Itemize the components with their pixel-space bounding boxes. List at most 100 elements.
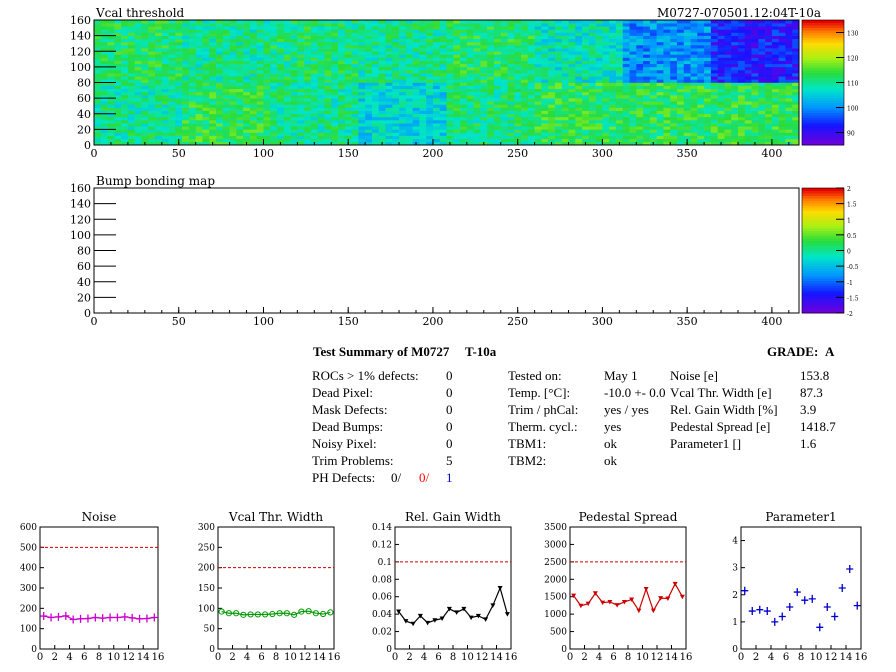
heatmap-cell — [94, 76, 102, 80]
heatmap-cell — [595, 135, 603, 140]
heatmap-cell — [649, 129, 657, 133]
x-tick-label: 400 — [761, 315, 782, 328]
heatmap-cell — [683, 38, 691, 43]
heatmap-cell — [500, 88, 508, 93]
y-tick-label: 20 — [77, 123, 91, 136]
heatmap-cell — [771, 123, 779, 127]
heatmap-cell — [663, 91, 671, 96]
x-tick-label: 12 — [122, 652, 135, 663]
heatmap-cell — [222, 48, 230, 52]
heatmap-cell — [324, 82, 332, 86]
heatmap-cell — [304, 76, 312, 80]
heatmap-cell — [737, 66, 746, 71]
heatmap-cell — [412, 38, 420, 43]
heatmap-cell — [758, 66, 766, 71]
heatmap-cell — [175, 70, 183, 74]
heatmap-cell — [243, 63, 251, 68]
plot-title: Vcal threshold — [95, 6, 185, 20]
heatmap-cell — [209, 91, 217, 96]
heatmap-cell — [229, 129, 237, 133]
heatmap-cell — [473, 51, 481, 55]
heatmap-cell — [778, 51, 786, 55]
heatmap-cell — [127, 79, 135, 83]
heatmap-cell — [493, 60, 502, 65]
heatmap-cell — [676, 41, 685, 46]
heatmap-cell — [541, 116, 549, 121]
heatmap-cell — [405, 38, 413, 43]
heatmap-cell — [344, 60, 352, 65]
heatmap-cell — [724, 101, 732, 105]
heatmap-cell — [338, 95, 346, 99]
heatmap-cell — [317, 66, 325, 71]
heatmap-cell — [561, 41, 569, 46]
heatmap-cell — [765, 110, 773, 115]
heatmap-cell — [256, 45, 264, 49]
data-point — [396, 609, 402, 615]
heatmap-cell — [351, 66, 359, 71]
heatmap-cell — [148, 51, 156, 55]
colorbar-swatch — [802, 218, 844, 221]
heatmap-cell — [290, 41, 298, 46]
heatmap-cell — [338, 20, 346, 24]
heatmap-cell — [229, 79, 237, 83]
heatmap-cell — [100, 32, 108, 36]
heatmap-cell — [663, 107, 671, 111]
heatmap-cell — [249, 73, 257, 77]
heatmap-cell — [670, 120, 678, 124]
heatmap-cell — [602, 141, 610, 146]
heatmap-cell — [622, 82, 630, 86]
heatmap-cell — [107, 110, 115, 115]
heatmap-cell — [155, 23, 163, 27]
colorbar-swatch — [802, 248, 844, 251]
heatmap-cell — [175, 76, 183, 80]
heatmap-cell — [480, 54, 488, 58]
heatmap-cell — [216, 104, 224, 108]
data-point — [808, 594, 816, 603]
heatmap-cell — [453, 57, 461, 61]
heatmap-cell — [704, 95, 712, 99]
heatmap-cell — [141, 60, 149, 65]
heatmap-cell — [432, 45, 441, 49]
heatmap-cell — [792, 73, 800, 77]
heatmap-cell — [175, 57, 183, 61]
heatmap-cell — [568, 82, 576, 86]
heatmap-cell — [141, 79, 149, 83]
heatmap-cell — [473, 41, 481, 46]
heatmap-cell — [656, 120, 664, 124]
heatmap-cell — [778, 73, 786, 77]
heatmap-cell — [649, 101, 657, 105]
heatmap-cell — [493, 126, 502, 130]
heatmap-cell — [331, 85, 339, 90]
heatmap-cell — [602, 126, 610, 130]
heatmap-cell — [385, 23, 393, 27]
heatmap-cell — [94, 132, 102, 136]
heatmap-cell — [168, 38, 176, 43]
x-tick-label: 2 — [229, 652, 235, 663]
heatmap-cell — [568, 113, 576, 118]
heatmap-cell — [534, 85, 542, 90]
heatmap-cell — [134, 29, 142, 33]
heatmap-cell — [182, 76, 190, 80]
heatmap-cell — [94, 107, 102, 111]
heatmap-cell — [385, 107, 393, 111]
heatmap-cell — [765, 23, 773, 27]
heatmap-cell — [324, 79, 332, 83]
heatmap-cell — [371, 57, 380, 61]
heatmap-cell — [785, 23, 793, 27]
heatmap-cell — [792, 123, 800, 127]
heatmap-cell — [568, 45, 576, 49]
heatmap-cell — [358, 38, 366, 43]
heatmap-cell — [568, 101, 576, 105]
heatmap-cell — [222, 120, 230, 124]
heatmap-cell — [676, 101, 685, 105]
heatmap-cell — [548, 63, 556, 68]
heatmap-cell — [785, 51, 793, 55]
heatmap-cell — [453, 91, 461, 96]
heatmap-cell — [317, 110, 325, 115]
heatmap-cell — [575, 38, 583, 43]
heatmap-cell — [595, 138, 603, 143]
heatmap-cell — [310, 60, 319, 65]
heatmap-cell — [554, 73, 563, 77]
heatmap-cell — [473, 35, 481, 40]
heatmap-cell — [385, 41, 393, 46]
